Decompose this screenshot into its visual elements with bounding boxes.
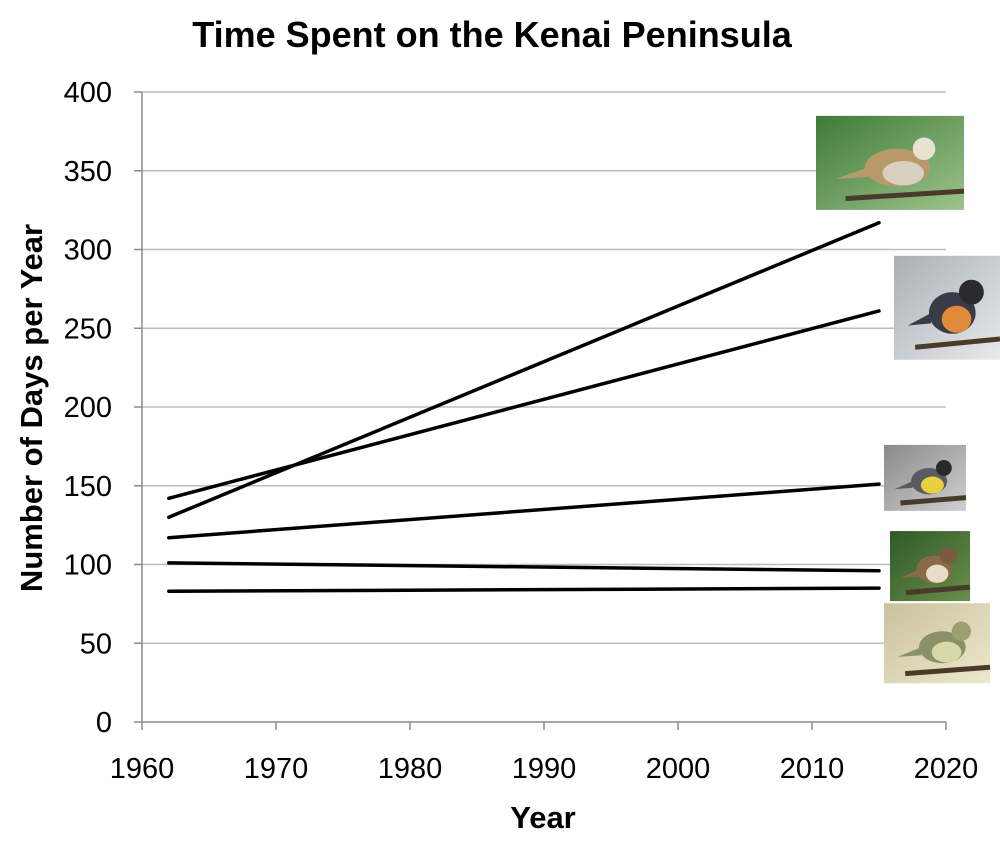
y-axis-label: Number of Days per Year — [14, 224, 49, 592]
x-tick-label: 1980 — [378, 753, 443, 785]
bird-head — [940, 547, 957, 564]
y-tick-label: 100 — [64, 550, 112, 582]
bird-tail — [907, 312, 932, 326]
bird-perch — [905, 664, 991, 677]
bird-perch — [900, 495, 967, 506]
series-line — [167, 561, 881, 573]
bird-belly — [931, 641, 962, 663]
x-tick-label: 2010 — [780, 753, 845, 785]
bird-belly — [941, 305, 972, 333]
y-tick-label: 150 — [64, 471, 112, 503]
bird-head — [912, 137, 936, 161]
x-axis-label: Year — [510, 800, 576, 835]
series-line — [167, 586, 881, 594]
bird-perch — [914, 336, 1000, 350]
chart-title: Time Spent on the Kenai Peninsula — [192, 14, 792, 55]
series-line — [167, 309, 881, 501]
bird-perch — [905, 584, 971, 596]
bird-head — [951, 621, 971, 641]
x-tick-label: 1970 — [244, 753, 309, 785]
tick-labels: 0 50 100 150 200 250 300 350 400 1960 1970 1980 1990… — [64, 77, 979, 785]
bird-perch — [845, 188, 965, 202]
series-line — [167, 220, 881, 519]
bird-belly — [920, 476, 944, 494]
y-tick-label: 50 — [80, 628, 112, 660]
hermit-thrush-photo-icon — [890, 531, 971, 602]
bird-belly — [926, 564, 949, 583]
bird-tail — [900, 569, 918, 578]
axes — [134, 91, 947, 730]
series-line — [167, 482, 881, 540]
bird-photos — [816, 115, 1000, 684]
bird-tail — [835, 167, 868, 179]
bird-head — [958, 279, 984, 305]
x-tick-label: 2000 — [646, 753, 711, 785]
orange-crowned-warbler-photo-icon — [884, 603, 991, 684]
x-tick-label: 1960 — [110, 753, 175, 785]
y-tick-label: 200 — [64, 392, 112, 424]
y-tick-label: 400 — [64, 77, 112, 109]
y-tick-label: 350 — [64, 156, 112, 188]
varied-thrush-photo-icon — [894, 255, 1000, 360]
sparrow-photo-icon — [816, 115, 965, 210]
yellow-rumped-warbler-photo-icon — [884, 444, 967, 511]
bird-head — [935, 460, 952, 476]
bird-tail — [894, 481, 913, 490]
bird-tail — [897, 647, 922, 657]
y-tick-label: 250 — [64, 313, 112, 345]
y-tick-label: 300 — [64, 235, 112, 267]
y-tick-label: 0 — [96, 707, 112, 739]
series-lines — [167, 220, 881, 594]
bird-belly — [882, 160, 925, 186]
x-tick-label: 2020 — [914, 753, 979, 785]
x-tick-label: 1990 — [512, 753, 577, 785]
